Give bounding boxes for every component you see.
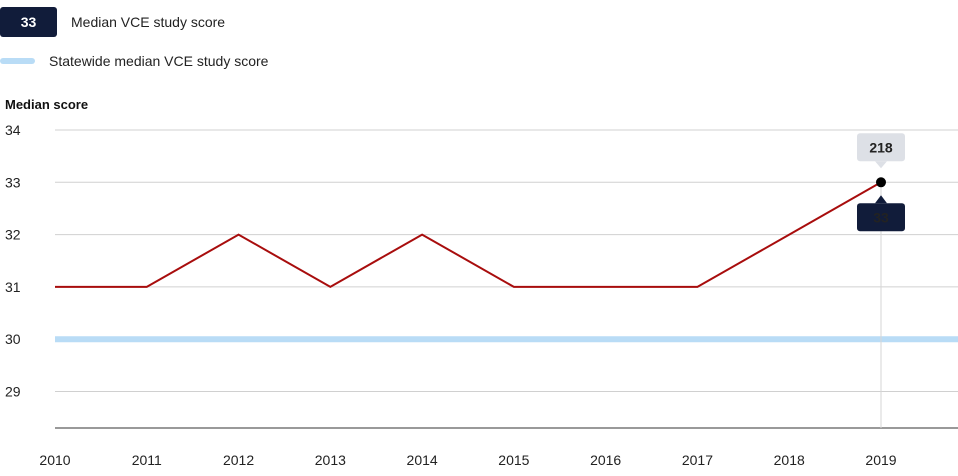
value-tooltip-pointer — [875, 195, 887, 204]
y-tick-label-29: 29 — [5, 384, 21, 400]
x-tick-label-2011: 2011 — [132, 452, 162, 468]
x-tick-label-2014: 2014 — [407, 452, 438, 468]
y-tick-label-33: 33 — [5, 174, 21, 190]
legend-label-statewide: Statewide median VCE study score — [49, 53, 269, 69]
legend-swatch-statewide — [0, 58, 35, 64]
value-tooltip-text: 33 — [873, 209, 889, 225]
count-tooltip-text: 218 — [869, 139, 893, 155]
y-tick-label-30: 30 — [5, 331, 21, 347]
count-tooltip-pointer — [875, 161, 887, 169]
x-tick-label-2010: 2010 — [39, 452, 70, 468]
x-tick-label-2019: 2019 — [865, 452, 896, 468]
y-tick-label-34: 34 — [5, 122, 21, 138]
legend-item-statewide[interactable]: Statewide median VCE study score — [0, 53, 268, 69]
x-tick-label-2018: 2018 — [774, 452, 805, 468]
legend-item-median[interactable]: 33 Median VCE study score — [0, 7, 225, 37]
y-tick-label-31: 31 — [5, 279, 21, 295]
highlight-point — [876, 177, 886, 188]
legend-badge: 33 — [0, 7, 57, 37]
series-line-median — [55, 181, 882, 289]
x-tick-label-2016: 2016 — [590, 452, 621, 468]
x-tick-label-2017: 2017 — [682, 452, 713, 468]
y-tick-label-32: 32 — [5, 227, 21, 243]
x-tick-label-2012: 2012 — [223, 452, 254, 468]
legend-label-median: Median VCE study score — [71, 14, 226, 30]
x-tick-label-2015: 2015 — [498, 452, 529, 468]
count-tooltip-box — [857, 133, 905, 162]
y-axis-title: Median score — [5, 97, 89, 112]
legend: 33 Median VCE study score Statewide medi… — [0, 0, 958, 90]
x-tick-label-2013: 2013 — [315, 452, 346, 468]
value-tooltip-box — [857, 203, 905, 232]
